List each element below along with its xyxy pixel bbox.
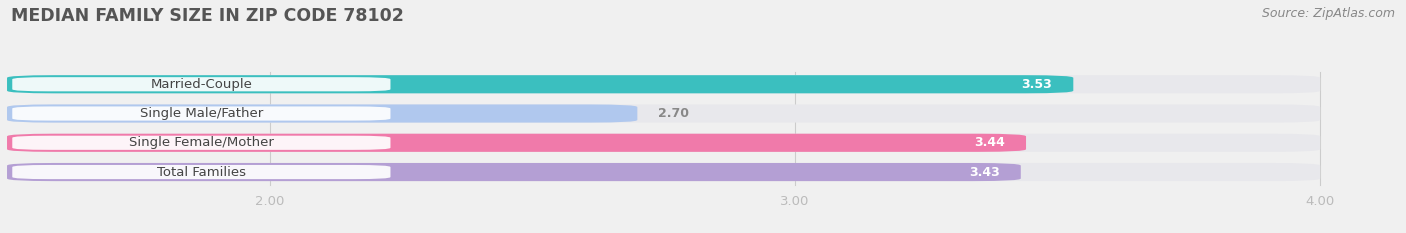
Text: Single Male/Father: Single Male/Father <box>139 107 263 120</box>
Text: 3.44: 3.44 <box>974 136 1005 149</box>
FancyBboxPatch shape <box>7 134 1026 152</box>
FancyBboxPatch shape <box>13 136 391 150</box>
FancyBboxPatch shape <box>7 134 1320 152</box>
FancyBboxPatch shape <box>7 75 1073 93</box>
FancyBboxPatch shape <box>7 104 1320 123</box>
FancyBboxPatch shape <box>7 163 1320 181</box>
FancyBboxPatch shape <box>13 106 391 121</box>
FancyBboxPatch shape <box>7 104 637 123</box>
FancyBboxPatch shape <box>7 75 1320 93</box>
Text: 2.70: 2.70 <box>658 107 689 120</box>
Text: Single Female/Mother: Single Female/Mother <box>129 136 274 149</box>
Text: Married-Couple: Married-Couple <box>150 78 252 91</box>
Text: Total Families: Total Families <box>157 165 246 178</box>
Text: 3.53: 3.53 <box>1022 78 1052 91</box>
Text: MEDIAN FAMILY SIZE IN ZIP CODE 78102: MEDIAN FAMILY SIZE IN ZIP CODE 78102 <box>11 7 404 25</box>
Text: Source: ZipAtlas.com: Source: ZipAtlas.com <box>1261 7 1395 20</box>
FancyBboxPatch shape <box>13 165 391 179</box>
FancyBboxPatch shape <box>7 163 1021 181</box>
Text: 3.43: 3.43 <box>969 165 1000 178</box>
FancyBboxPatch shape <box>13 77 391 91</box>
